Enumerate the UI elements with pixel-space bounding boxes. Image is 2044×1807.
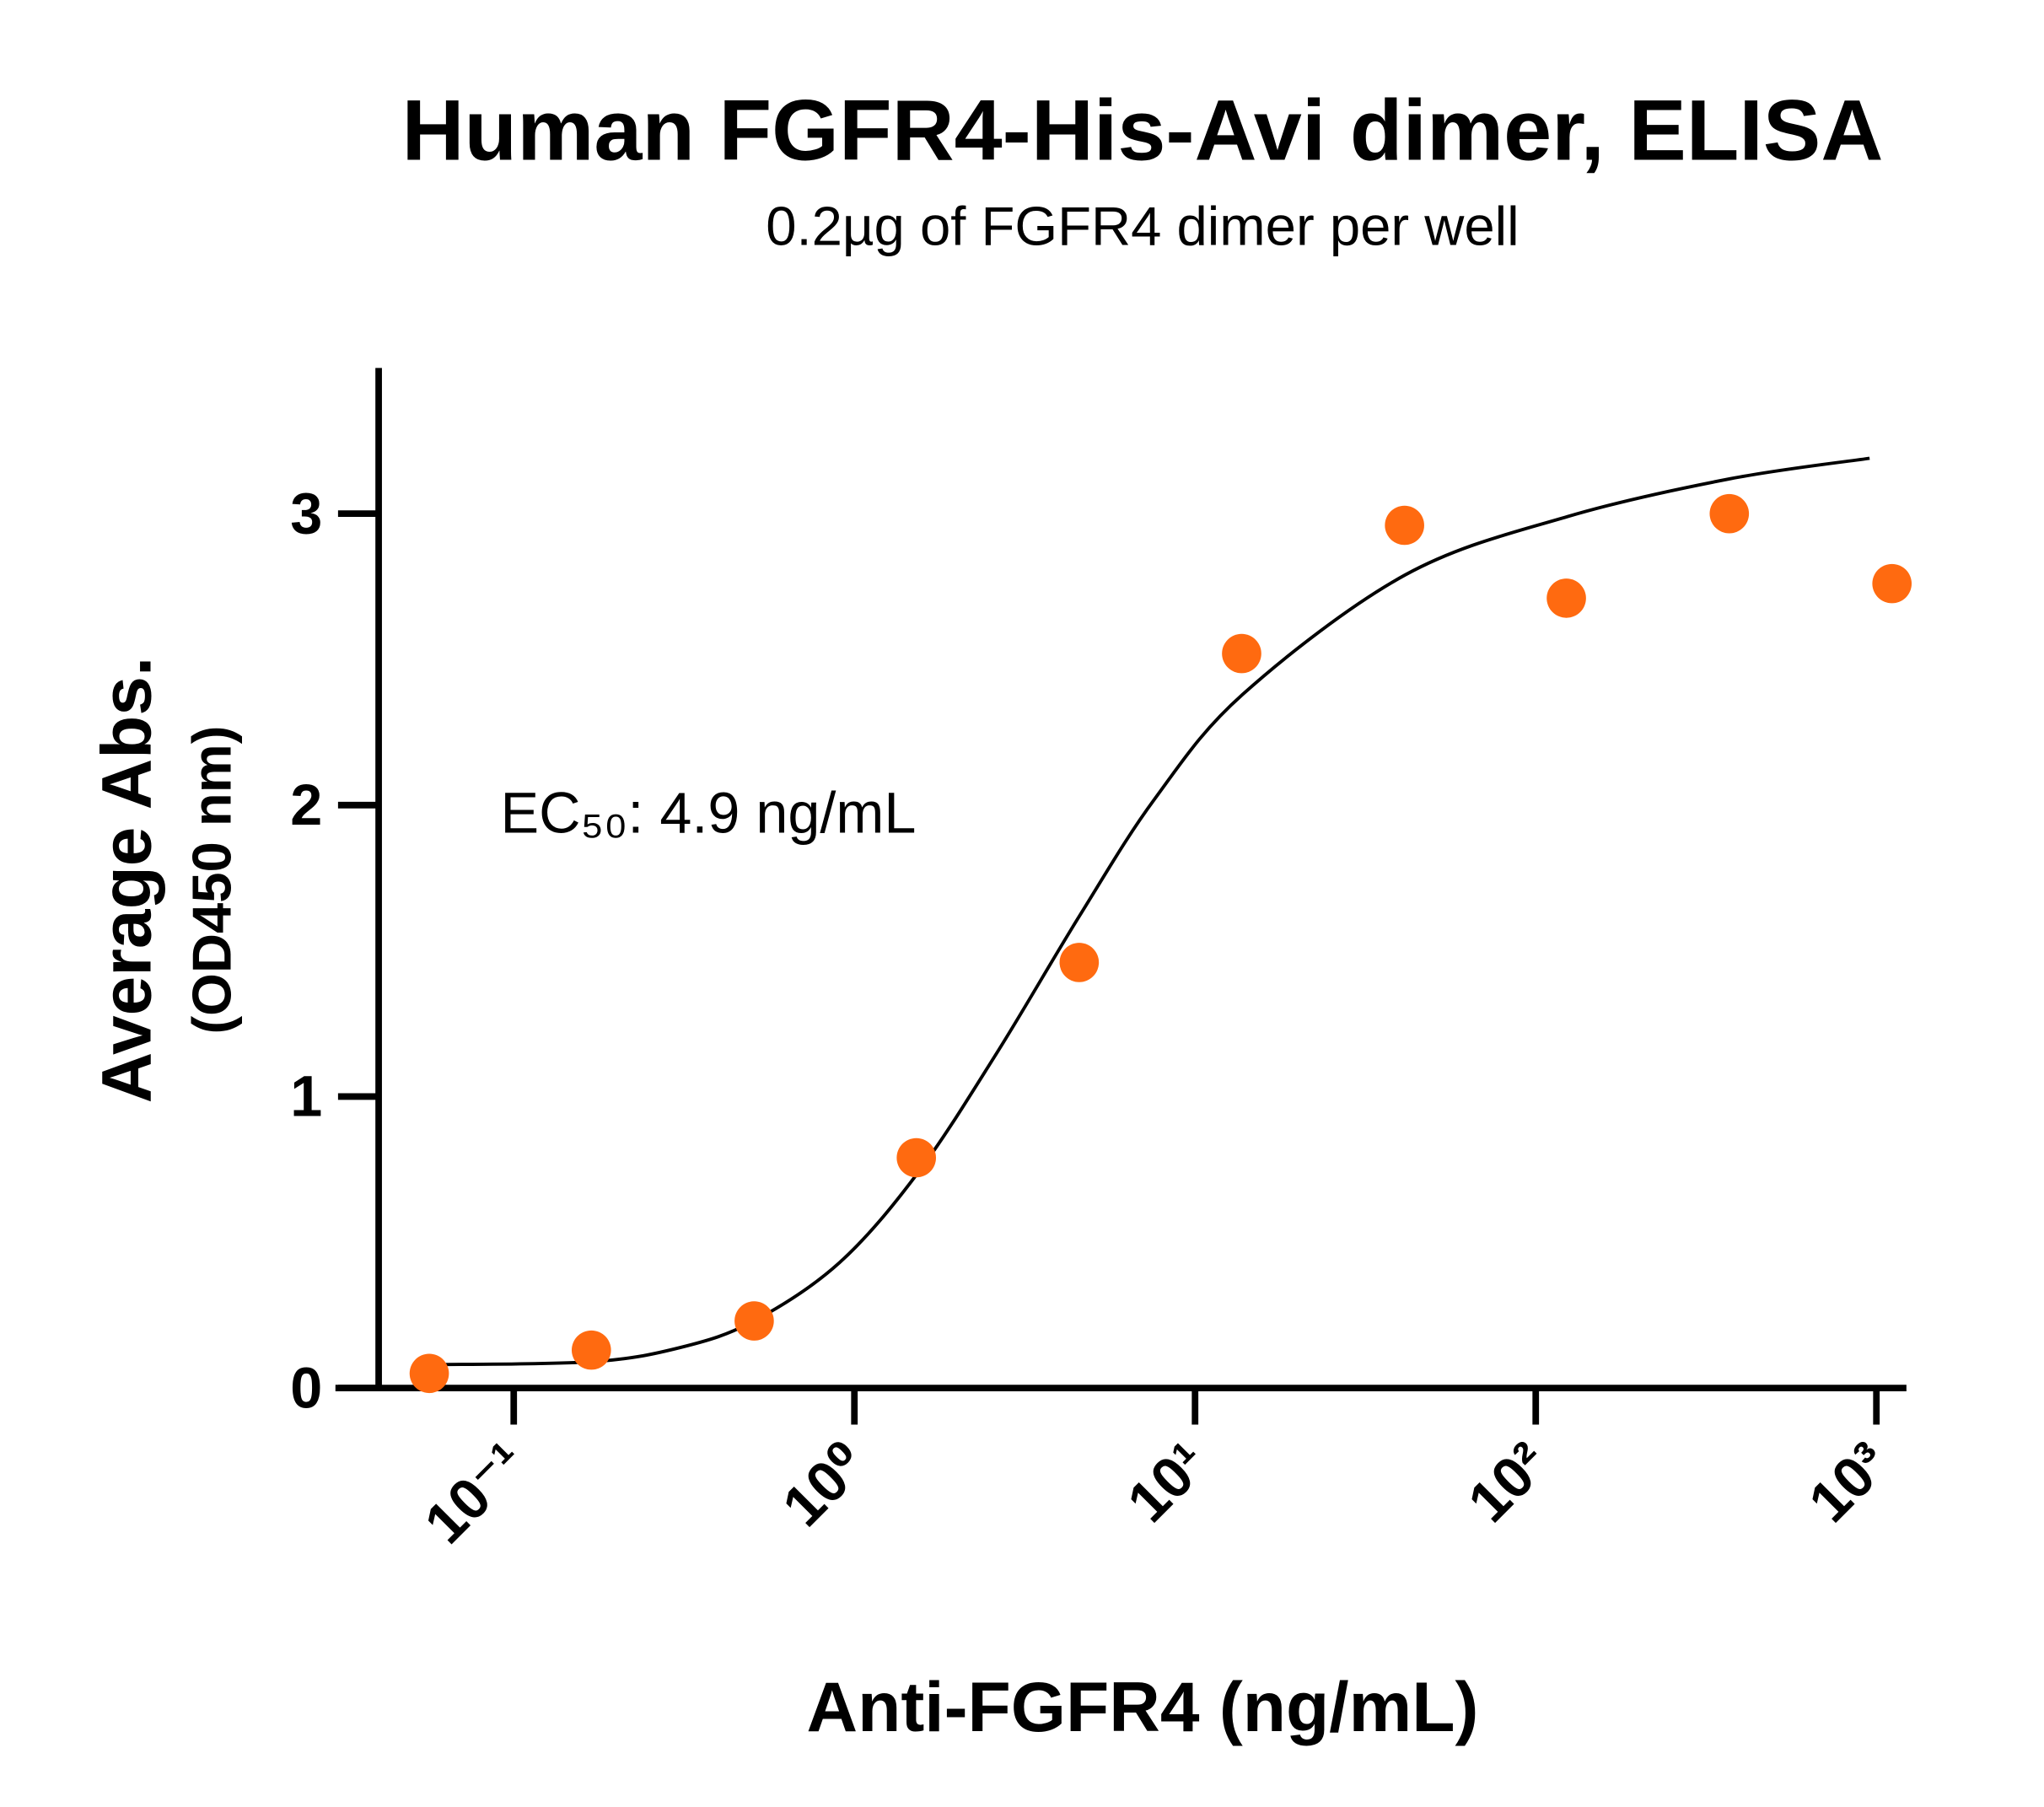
y-tick-label: 0 <box>290 1356 322 1420</box>
x-tick-label: 10² <box>1456 1430 1561 1535</box>
data-point <box>1872 563 1912 604</box>
data-point <box>1059 943 1100 982</box>
data-point <box>571 1330 611 1370</box>
data-point <box>409 1353 449 1394</box>
data-point <box>1222 633 1261 674</box>
chart-subtitle: 0.2µg of FGFR4 dimer per well <box>766 195 1519 256</box>
x-axis-label: Anti-FGFR4 (ng/mL) <box>807 1667 1479 1746</box>
y-tick-label: 2 <box>290 773 322 837</box>
data-point <box>734 1301 774 1341</box>
x-tick-label: 10¹ <box>1116 1430 1220 1535</box>
annotation: EC₅₀: 4.9 ng/mL <box>501 782 917 846</box>
chart-title: Human FGFR4-His-Avi dimer, ELISA <box>402 81 1884 178</box>
y-tick-label: 1 <box>290 1065 322 1129</box>
x-tick-label: 10⁻¹ <box>412 1430 538 1556</box>
data-point <box>896 1137 937 1178</box>
x-tick-label: 10⁰ <box>771 1430 879 1539</box>
y-tick-label: 3 <box>290 481 322 546</box>
y-axis-unit: (OD450 nm) <box>180 726 242 1035</box>
data-point <box>1546 578 1586 618</box>
y-axis-label: Average Abs. <box>87 657 166 1104</box>
x-tick-label: 10³ <box>1797 1430 1901 1535</box>
fit-curve <box>428 456 1870 1367</box>
data-point <box>1385 505 1424 546</box>
data-point <box>1709 493 1750 534</box>
